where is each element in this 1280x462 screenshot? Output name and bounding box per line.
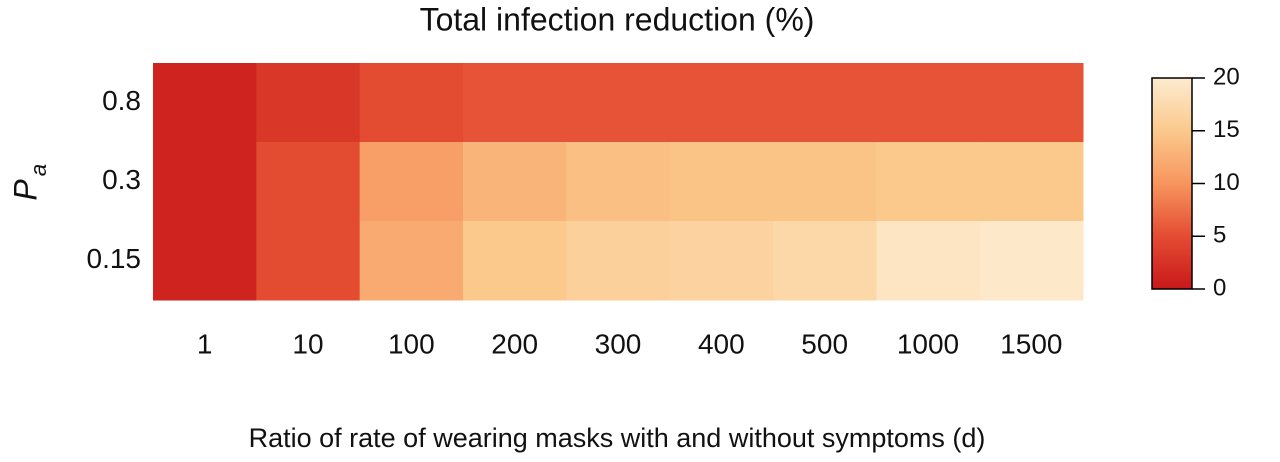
heatmap-cell: [256, 63, 361, 143]
colorbar-tick-label: 0: [1213, 274, 1226, 301]
heatmap-cell: [566, 142, 671, 222]
y-tick-label: 0.8: [102, 85, 141, 116]
x-tick-label: 10: [292, 328, 323, 359]
heatmap-cell: [153, 63, 257, 143]
y-axis-label-subscript: a: [26, 164, 51, 176]
heatmap-cell: [773, 63, 877, 143]
heatmap-cell: [463, 63, 567, 143]
colorbar-tick-label: 5: [1213, 222, 1226, 249]
x-tick-label: 1: [197, 328, 213, 359]
heatmap-cell: [153, 142, 257, 222]
colorbar: [1151, 77, 1193, 290]
heatmap-cell: [566, 63, 671, 143]
heatmap-cell: [669, 142, 774, 222]
x-tick-label: 1000: [897, 328, 959, 359]
y-tick-label: 0.15: [87, 243, 142, 274]
x-axis-label: Ratio of rate of wearing masks with and …: [249, 423, 986, 453]
heatmap-cell: [669, 63, 774, 143]
heatmap-cell: [359, 221, 464, 301]
x-tick-label: 300: [595, 328, 642, 359]
heatmap-cell: [979, 142, 1084, 222]
heatmap-cell: [773, 142, 877, 222]
colorbar-tick-label: 10: [1213, 169, 1240, 196]
y-axis-label: P: [7, 179, 43, 201]
x-tick-label: 500: [801, 328, 848, 359]
heatmap-cell: [256, 221, 361, 301]
heatmap-cell: [359, 142, 464, 222]
heatmap-cell: [876, 63, 981, 143]
chart-title: Total infection reduction (%): [420, 1, 815, 37]
heatmap-cell: [876, 142, 981, 222]
x-tick-label: 200: [491, 328, 538, 359]
x-tick-label: 100: [388, 328, 435, 359]
heatmap-cell: [979, 221, 1084, 301]
heatmap-cell: [876, 221, 981, 301]
y-axis-label-group: P a: [7, 164, 50, 201]
heatmap-cell: [153, 221, 257, 301]
x-tick-label: 1500: [1000, 328, 1062, 359]
y-tick-label: 0.3: [102, 164, 141, 195]
heatmap-cell: [566, 221, 671, 301]
heatmap-cell: [359, 63, 464, 143]
heatmap-cell: [669, 221, 774, 301]
heatmap-cell: [463, 221, 567, 301]
colorbar-tick-label: 20: [1213, 63, 1240, 90]
heatmap-cell: [979, 63, 1084, 143]
heatmap-cell: [463, 142, 567, 222]
heatmap-cell: [256, 142, 361, 222]
heatmap-cell: [773, 221, 877, 301]
x-tick-label: 400: [698, 328, 745, 359]
colorbar-tick-label: 15: [1213, 116, 1240, 143]
